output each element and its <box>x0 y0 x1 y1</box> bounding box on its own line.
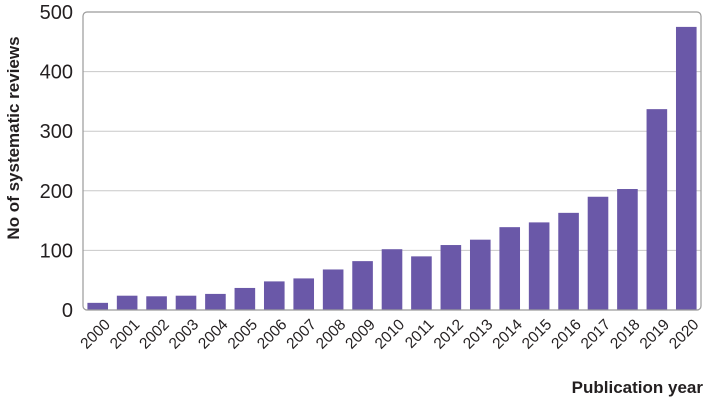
bar-2000 <box>87 302 109 310</box>
x-tick-label: 2003 <box>166 316 202 352</box>
x-tick-label: 2010 <box>372 316 409 353</box>
bars <box>87 26 697 311</box>
y-tick-label: 300 <box>40 121 73 143</box>
x-axis-title: Publication year <box>572 378 704 397</box>
bar-2015 <box>528 222 550 310</box>
plot-frame <box>82 11 702 311</box>
bar-2004 <box>205 293 226 310</box>
y-tick-labels: 0 100 200 300 400 500 <box>40 2 73 322</box>
x-tick-label: 2001 <box>107 316 143 352</box>
x-tick-label: 2004 <box>195 316 232 353</box>
bar-2012 <box>440 245 462 310</box>
x-tick-label: 2016 <box>548 316 584 352</box>
x-tick-label: 2015 <box>519 316 555 352</box>
bar-2003 <box>175 295 197 310</box>
y-tick-label: 500 <box>40 2 73 24</box>
bar-2013 <box>469 239 491 310</box>
x-tick-label: 2008 <box>313 316 349 352</box>
y-tick-label: 400 <box>40 62 73 84</box>
bar-2008 <box>322 269 344 310</box>
x-tick-label: 2012 <box>431 316 467 352</box>
bar-2001 <box>116 295 138 310</box>
y-axis-title: No of systematic reviews <box>4 36 23 239</box>
y-tick-label: 200 <box>40 181 73 203</box>
bar-2017 <box>587 196 609 310</box>
x-tick-label: 2006 <box>254 316 290 352</box>
x-tick-label: 2014 <box>489 316 526 353</box>
x-tick-label: 2000 <box>77 316 114 353</box>
bar-2011 <box>411 256 432 310</box>
x-tick-label: 2020 <box>666 316 703 353</box>
y-tick-label: 0 <box>62 300 73 322</box>
bar-2009 <box>352 261 373 310</box>
x-tick-label: 2018 <box>607 316 643 352</box>
bar-2010 <box>381 249 403 310</box>
x-tick-label: 2019 <box>637 316 673 352</box>
bar-2002 <box>146 296 167 310</box>
bar-2020 <box>675 26 697 311</box>
bar-2007 <box>293 278 315 310</box>
bar-2018 <box>617 189 638 310</box>
x-tick-label: 2007 <box>283 316 319 352</box>
y-tick-label: 100 <box>40 240 73 262</box>
bar-2005 <box>234 287 256 310</box>
bar-2019 <box>646 109 668 310</box>
bar-2006 <box>263 281 285 310</box>
bar-2014 <box>499 227 521 310</box>
x-tick-label: 2011 <box>402 316 438 352</box>
x-tick-label: 2013 <box>460 316 496 352</box>
x-tick-labels: 2000200120022003200420052006200720082009… <box>77 316 702 353</box>
bar-2016 <box>558 212 579 310</box>
x-tick-label: 2017 <box>578 316 614 352</box>
x-tick-label: 2005 <box>225 316 261 352</box>
x-tick-label: 2002 <box>136 316 172 352</box>
x-tick-label: 2009 <box>342 316 378 352</box>
